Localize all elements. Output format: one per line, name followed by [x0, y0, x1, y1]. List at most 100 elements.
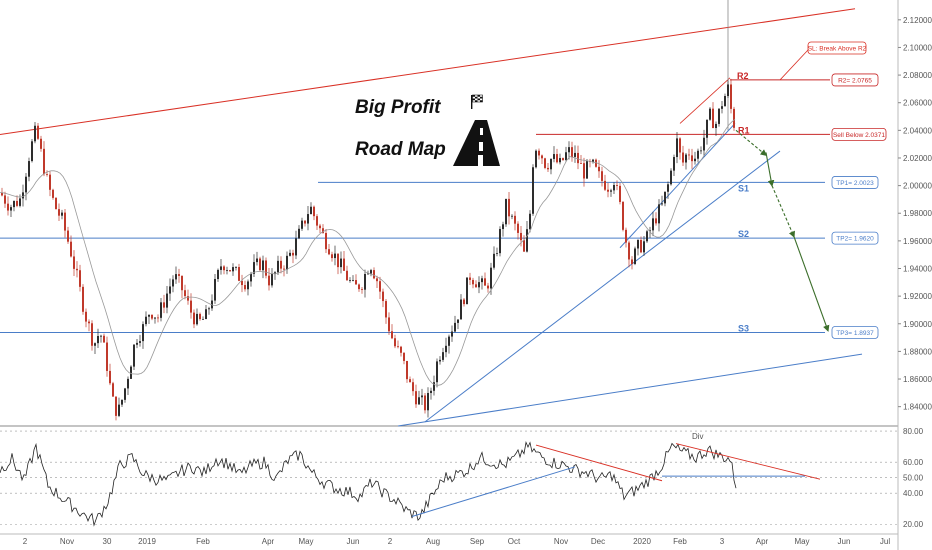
candle-body	[676, 138, 678, 158]
projection-arrow	[735, 129, 768, 157]
candle-body	[1, 192, 3, 196]
candle-body	[562, 158, 564, 160]
candle-body	[256, 258, 258, 263]
osc-div-line	[675, 443, 821, 480]
candle-body	[433, 382, 435, 391]
candle-body	[25, 176, 27, 193]
osc-tick-label: 60.00	[903, 458, 924, 467]
candle-body	[322, 228, 324, 234]
candle-body	[508, 198, 510, 217]
upper-channel-line	[0, 8, 856, 135]
candle-body	[46, 174, 48, 175]
candle-body	[715, 123, 717, 129]
level-r1-label: R1	[738, 125, 750, 135]
level-s3-box-text: TP3= 1.8937	[836, 330, 874, 337]
candle-body	[286, 255, 288, 270]
grid	[0, 0, 899, 550]
candle-body	[70, 241, 72, 257]
candle-body	[304, 220, 306, 224]
candle-body	[313, 206, 315, 217]
candle-body	[76, 268, 78, 271]
y-tick-label: 1.92000	[903, 292, 932, 301]
candle-body	[310, 206, 312, 215]
candle-body	[430, 390, 432, 394]
candle-body	[238, 267, 240, 281]
candle-body	[481, 278, 483, 283]
x-tick-label: Apr	[756, 537, 769, 546]
candle-body	[211, 300, 213, 309]
candle-body	[250, 273, 252, 282]
candle-body	[352, 280, 354, 281]
x-tick-label: Feb	[196, 537, 210, 546]
candle-body	[604, 180, 606, 190]
candle-body	[574, 152, 576, 157]
candle-body	[424, 395, 426, 411]
candle-body	[451, 331, 453, 337]
candle-body	[505, 198, 507, 225]
candle-body	[622, 201, 624, 230]
candle-body	[388, 317, 390, 332]
x-tick-label: 2	[23, 537, 28, 546]
candle-body	[565, 152, 567, 160]
candle-body	[208, 308, 210, 310]
candle-body	[73, 256, 75, 269]
y-tick-label: 1.98000	[903, 209, 932, 218]
candle-body	[217, 269, 219, 280]
candle-body	[724, 96, 726, 107]
candle-body	[403, 352, 405, 361]
candle-body	[232, 267, 234, 272]
candle-body	[97, 336, 99, 344]
candle-body	[28, 161, 30, 177]
candle-body	[22, 192, 24, 199]
candle-body	[370, 270, 372, 274]
candle-body	[31, 141, 33, 162]
candle-body	[643, 241, 645, 253]
candle-body	[460, 299, 462, 320]
candle-body	[187, 296, 189, 301]
candle-body	[670, 170, 672, 185]
x-tick-label: 2	[388, 537, 393, 546]
candle-body	[124, 388, 126, 400]
candle-body	[514, 215, 516, 224]
candle-body	[202, 318, 204, 320]
candle-body	[577, 152, 579, 164]
candle-body	[229, 270, 231, 272]
candle-body	[142, 324, 144, 342]
candle-body	[109, 370, 111, 384]
osc-support-line	[411, 466, 576, 517]
y-tick-label: 1.94000	[903, 265, 932, 274]
candle-body	[55, 197, 57, 210]
y-tick-label: 2.00000	[903, 182, 932, 191]
candle-body	[358, 284, 360, 290]
projection-arrow	[793, 236, 830, 332]
level-s3-label: S3	[738, 323, 749, 333]
candle-body	[535, 150, 537, 168]
candle-body	[673, 157, 675, 171]
candle-body	[298, 228, 300, 239]
inner-support-line	[619, 123, 736, 249]
candle-body	[118, 404, 120, 416]
candle-body	[601, 171, 603, 181]
candle-body	[454, 322, 456, 332]
candle-body	[382, 291, 384, 302]
r2-trend-line	[679, 77, 731, 124]
y-tick-label: 2.02000	[903, 154, 932, 163]
candle-body	[706, 119, 708, 138]
candle-body	[268, 275, 270, 286]
candle-body	[205, 309, 207, 319]
candle-body	[697, 150, 699, 159]
candle-body	[121, 399, 123, 405]
candle-body	[115, 396, 117, 416]
candle-body	[169, 286, 171, 294]
candle-body	[91, 323, 93, 346]
candle-body	[241, 280, 243, 286]
candle-body	[466, 277, 468, 305]
candle-body	[64, 212, 66, 231]
candle-body	[325, 233, 327, 250]
candle-body	[688, 154, 690, 156]
axes: 2.12000 2.10000 2.08000 2.06000 2.04000 2.020…	[23, 16, 932, 546]
candle-body	[139, 341, 141, 343]
candle-body	[385, 301, 387, 318]
candle-body	[634, 248, 636, 264]
